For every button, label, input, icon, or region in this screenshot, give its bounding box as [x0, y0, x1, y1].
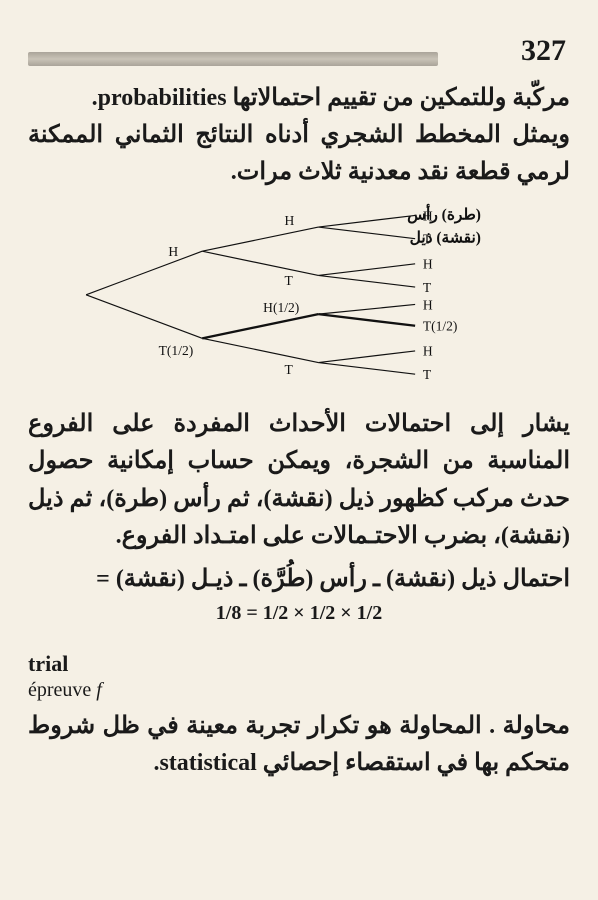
- svg-text:H: H: [423, 343, 433, 358]
- term-french-gender: f: [96, 679, 102, 701]
- svg-text:T: T: [284, 362, 293, 377]
- equation-line-2: 1/8 = 1/2 × 1/2 × 1/2: [28, 602, 570, 625]
- svg-text:H: H: [168, 244, 178, 259]
- def-pre: محاولة . المحاولة هو تكرار تجربة معينة ف…: [28, 713, 570, 776]
- svg-text:H: H: [423, 297, 433, 312]
- term-french-word: épreuve: [28, 679, 91, 701]
- paragraph-1: مركّبة وللتمكين من تقييم احتمالاتها prob…: [28, 80, 570, 117]
- svg-text:H(1/2): H(1/2): [263, 300, 299, 316]
- term-french: épreuve f: [28, 679, 570, 702]
- definition: محاولة . المحاولة هو تكرار تجربة معينة ف…: [28, 708, 570, 782]
- def-latin: statistical: [159, 750, 256, 776]
- term-english: trial: [28, 651, 570, 677]
- equation-line-1: احتمال ذيل (نقشة) ـ رأس (طُرَّة) ـ ذيـل …: [28, 561, 570, 598]
- header-rule: [28, 52, 438, 66]
- svg-text:T: T: [423, 367, 432, 382]
- paragraph-2: ويمثل المخطط الشجري أدناه النتائج الثمان…: [28, 117, 570, 191]
- svg-text:(نقشة) ذيل: (نقشة) ذيل: [410, 229, 481, 246]
- content: مركّبة وللتمكين من تقييم احتمالاتها prob…: [28, 80, 570, 782]
- page: 327 مركّبة وللتمكين من تقييم احتمالاتها …: [0, 0, 598, 900]
- svg-text:T(1/2): T(1/2): [159, 342, 194, 358]
- paragraph-3: يشار إلى احتمالات الأحداث المفردة على ال…: [28, 406, 570, 555]
- svg-text:(طرة) رأس: (طرة) رأس: [407, 203, 481, 223]
- para1-latin: probabilities: [98, 85, 227, 111]
- svg-text:T(1/2): T(1/2): [423, 318, 458, 334]
- svg-text:H: H: [284, 213, 294, 228]
- tree-diagram: HT(1/2)HTH(1/2)THTHTHT(1/2)HT(طرة) رأس(ن…: [28, 198, 570, 392]
- svg-text:T: T: [284, 273, 293, 288]
- para1-pre: مركّبة وللتمكين من تقييم احتمالاتها: [227, 85, 570, 111]
- svg-text:T: T: [423, 279, 432, 294]
- svg-text:H: H: [423, 256, 433, 271]
- page-number: 327: [521, 34, 566, 68]
